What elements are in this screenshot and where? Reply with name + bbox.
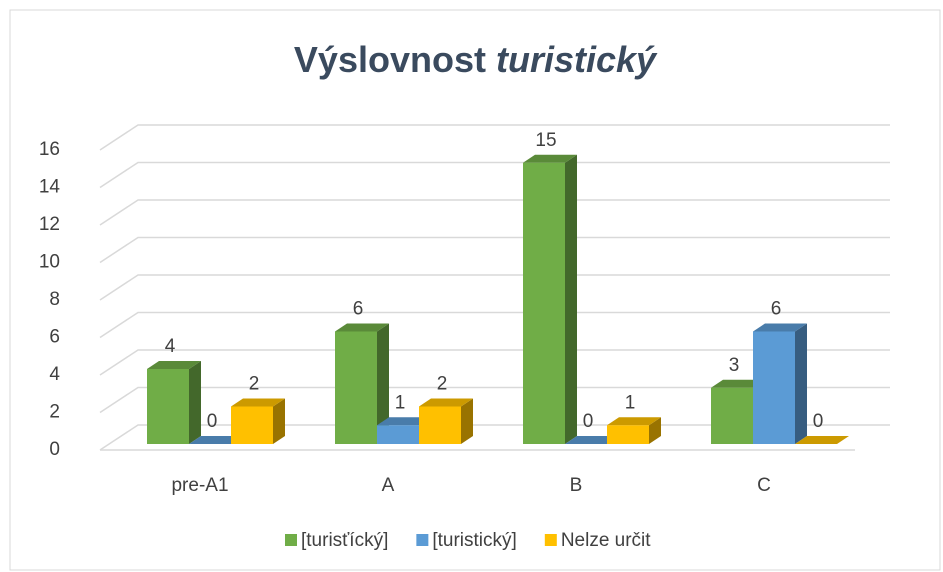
legend-swatch: [416, 534, 429, 546]
bar-top: [377, 417, 431, 426]
bar-side: [649, 417, 661, 444]
bar-front: [419, 406, 461, 444]
legend-swatch: [285, 534, 297, 546]
bar: [753, 323, 807, 444]
bar: [565, 436, 619, 444]
y-tick-label: 16: [39, 139, 60, 160]
y-tick-label: 4: [49, 364, 60, 385]
y-tick-label: 6: [49, 327, 60, 348]
bar: [795, 436, 849, 444]
grid-line: [99, 199, 890, 226]
bar-top: [189, 436, 243, 444]
data-label: 2: [437, 374, 448, 395]
grid-line: [99, 274, 890, 301]
bar-front: [753, 331, 795, 444]
x-tick-label: C: [757, 475, 771, 496]
bar-top: [231, 398, 285, 407]
bar-top: [147, 361, 201, 369]
bar-front: [147, 369, 189, 444]
legend-label: Nelze určit: [561, 530, 651, 551]
data-label: 0: [813, 411, 824, 432]
x-tick-label: B: [570, 475, 583, 496]
bar-top: [419, 398, 473, 407]
x-tick-label: pre-A1: [171, 475, 228, 496]
legend-label: [turisťícký]: [301, 530, 388, 551]
bar: [523, 154, 577, 444]
y-tick-label: 12: [39, 214, 60, 235]
data-label: 3: [729, 355, 740, 376]
y-tick-label: 14: [39, 177, 61, 198]
data-label: 6: [353, 299, 364, 320]
bar-side: [795, 323, 807, 444]
y-tick-label: 2: [49, 402, 60, 423]
legend-label: [turistický]: [432, 530, 516, 551]
grid-line: [99, 124, 890, 151]
title-main: Výslovnost: [294, 39, 486, 80]
bar-front: [377, 425, 419, 444]
grid-line: [99, 161, 890, 189]
bar-side: [273, 398, 285, 444]
title-italic: turistický: [496, 39, 658, 80]
bar-top: [523, 154, 577, 163]
y-tick-label: 0: [49, 439, 60, 460]
data-label: 6: [771, 299, 782, 320]
bar-front: [523, 162, 565, 444]
bar-top: [795, 436, 849, 444]
data-label: 0: [583, 411, 594, 432]
y-tick-label: 10: [39, 252, 60, 273]
bar-front: [711, 387, 753, 444]
data-label: 0: [207, 411, 218, 432]
bar: [607, 417, 661, 444]
bar-front: [607, 425, 649, 444]
data-label: 15: [535, 130, 556, 151]
bar: [231, 398, 285, 444]
bar-side: [461, 398, 473, 444]
legend-swatch: [544, 534, 557, 546]
data-label: 2: [249, 374, 260, 395]
data-label: 1: [395, 392, 406, 413]
x-tick-label: A: [382, 475, 395, 496]
bar-top: [565, 436, 619, 444]
bar-top: [753, 323, 807, 332]
bar-top: [335, 323, 389, 332]
bar: [147, 361, 201, 444]
data-label: 4: [165, 336, 176, 357]
grid-line: [99, 386, 890, 414]
data-label: 1: [625, 392, 636, 413]
bar-top: [711, 379, 765, 388]
bar-side: [565, 154, 577, 444]
bar-side: [377, 323, 389, 444]
chart-title: Výslovnost turistický: [294, 39, 658, 80]
bar-top: [607, 417, 661, 426]
grid-line: [99, 236, 890, 264]
y-tick-label: 8: [49, 289, 60, 310]
bar-front: [335, 331, 377, 444]
bar: [419, 398, 473, 444]
grid-line: [99, 349, 890, 376]
chart-border: [9, 9, 941, 571]
grid-line: [99, 311, 890, 339]
bar: [189, 436, 243, 444]
bar: [335, 323, 389, 444]
bar-side: [189, 361, 201, 444]
bar-front: [231, 406, 273, 444]
